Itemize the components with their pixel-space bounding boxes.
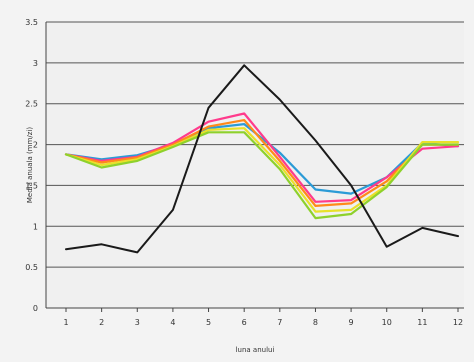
y-tick-label: 0 xyxy=(33,304,38,313)
x-tick-label: 1 xyxy=(63,318,68,327)
gridlines xyxy=(46,21,464,268)
x-tick-label: 6 xyxy=(242,318,247,327)
series-line xyxy=(64,131,460,220)
y-axis-ticks: 0 0.5 1 1.5 2 2.5 3 3.5 xyxy=(25,18,38,313)
series-lines xyxy=(64,64,460,254)
y-tick-label: 0.5 xyxy=(25,263,38,272)
x-tick-label: 12 xyxy=(453,318,463,327)
x-tick-label: 7 xyxy=(277,318,282,327)
x-tick-label: 11 xyxy=(417,318,427,327)
y-tick-label: 3 xyxy=(33,59,38,68)
x-tick-label: 4 xyxy=(170,318,175,327)
series-line xyxy=(65,64,459,254)
y-tick-label: 3.5 xyxy=(25,18,38,27)
x-tick-label: 2 xyxy=(99,318,104,327)
y-tick-label: 1.5 xyxy=(25,181,38,190)
y-axis-title: Media anuala (mm/zi) xyxy=(26,127,34,204)
y-tick-label: 1 xyxy=(33,222,38,231)
y-tick-label: 2.5 xyxy=(25,100,38,109)
x-axis-title: luna anului xyxy=(236,346,275,354)
series-line xyxy=(64,118,460,207)
series-line xyxy=(64,127,460,213)
x-axis-ticks: 1 2 3 4 5 6 7 8 9 10 11 12 xyxy=(63,308,463,327)
x-tick-label: 5 xyxy=(206,318,211,327)
x-tick-label: 3 xyxy=(135,318,140,327)
x-tick-label: 8 xyxy=(313,318,318,327)
x-tick-label: 9 xyxy=(349,318,354,327)
x-tick-label: 10 xyxy=(382,318,392,327)
y-tick-label: 2 xyxy=(33,141,38,150)
